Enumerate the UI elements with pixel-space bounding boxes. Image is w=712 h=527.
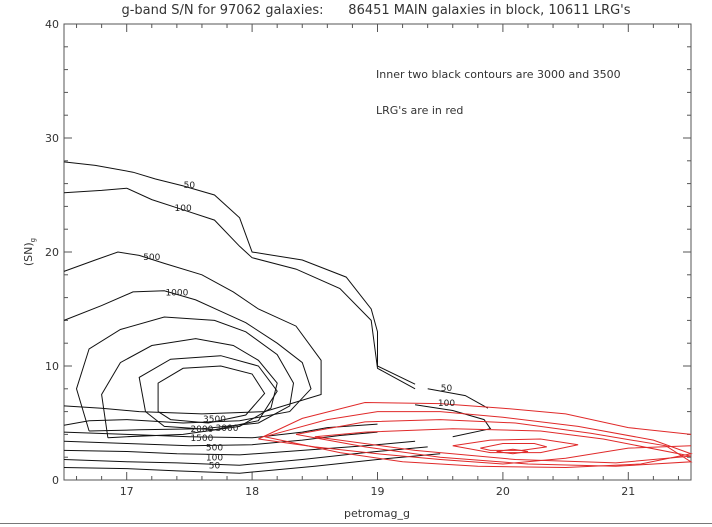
contour-label-500: 500	[206, 443, 223, 453]
contour-label-100: 100	[175, 204, 192, 214]
main-contour-line	[63, 453, 441, 474]
contour-label-1000: 1000	[165, 288, 188, 298]
contour-label-1500: 1500	[190, 434, 213, 444]
lrg-contour-line	[258, 401, 692, 440]
y-tick-label: 20	[45, 246, 59, 259]
contour-label-50: 50	[441, 384, 453, 394]
lrg-contour-line	[295, 419, 693, 467]
main-contour-line	[63, 290, 312, 426]
lrg-contour-line	[452, 438, 579, 454]
contour-label-100: 100	[206, 454, 223, 464]
lrg-contours	[258, 401, 693, 469]
main-contour-line	[415, 404, 492, 438]
y-tick-label: 40	[45, 18, 59, 31]
main-contour-line	[63, 251, 322, 415]
x-tick-label: 18	[245, 485, 259, 498]
lrg-contour-line	[496, 448, 529, 455]
contour-label-50: 50	[184, 181, 196, 191]
lrg-contour-line	[264, 411, 693, 469]
annotation-inner-contours: Inner two black contours are 3000 and 35…	[376, 68, 621, 81]
main-contour-line	[63, 440, 416, 456]
annotation-lrg-red: LRG's are in red	[376, 104, 463, 117]
contour-label-2000: 2000	[190, 425, 213, 435]
main-contour-line	[63, 187, 416, 390]
axes: 17 18 19 20 21 0 10 20 30 40	[45, 18, 691, 498]
main-contour-line	[75, 316, 295, 432]
x-tick-label: 17	[120, 485, 134, 498]
main-contour-line	[427, 388, 489, 409]
y-axis-label-main: (SN)	[22, 242, 35, 266]
main-contour-line	[63, 423, 378, 439]
contour-label-50: 50	[209, 462, 221, 472]
x-tick-label: 21	[621, 485, 635, 498]
main-galaxy-contours	[63, 161, 492, 474]
x-axis-label: petromag_g	[344, 507, 410, 520]
contour-labels: 5010050010003500300020001500500100505010…	[143, 181, 455, 471]
x-tick-label: 20	[496, 485, 510, 498]
chart-title: g-band S/N for 97062 galaxies: 86451 MAI…	[121, 3, 630, 18]
y-axis-label-subscript: g	[29, 238, 37, 242]
contour-label-100: 100	[438, 399, 455, 409]
lrg-contour-line	[480, 443, 547, 451]
lrg-contour-line	[314, 428, 692, 464]
main-contour-line	[63, 161, 416, 385]
main-contour-line	[63, 446, 428, 466]
main-contour-line	[63, 431, 378, 447]
bottom-rule	[0, 523, 712, 524]
y-axis-label: (SN)g	[22, 238, 37, 266]
y-tick-label: 0	[52, 474, 59, 487]
y-tick-label: 30	[45, 132, 59, 145]
contour-label-500: 500	[143, 253, 160, 263]
main-contour-line	[157, 365, 266, 424]
x-tick-label: 19	[371, 485, 385, 498]
lrg-contour-line	[258, 438, 692, 465]
main-contour-line	[101, 338, 278, 439]
y-tick-label: 10	[45, 360, 59, 373]
main-contour-line	[138, 355, 278, 431]
contour-label-3500: 3500	[203, 415, 226, 425]
contour-label-3000: 3000	[216, 424, 239, 434]
